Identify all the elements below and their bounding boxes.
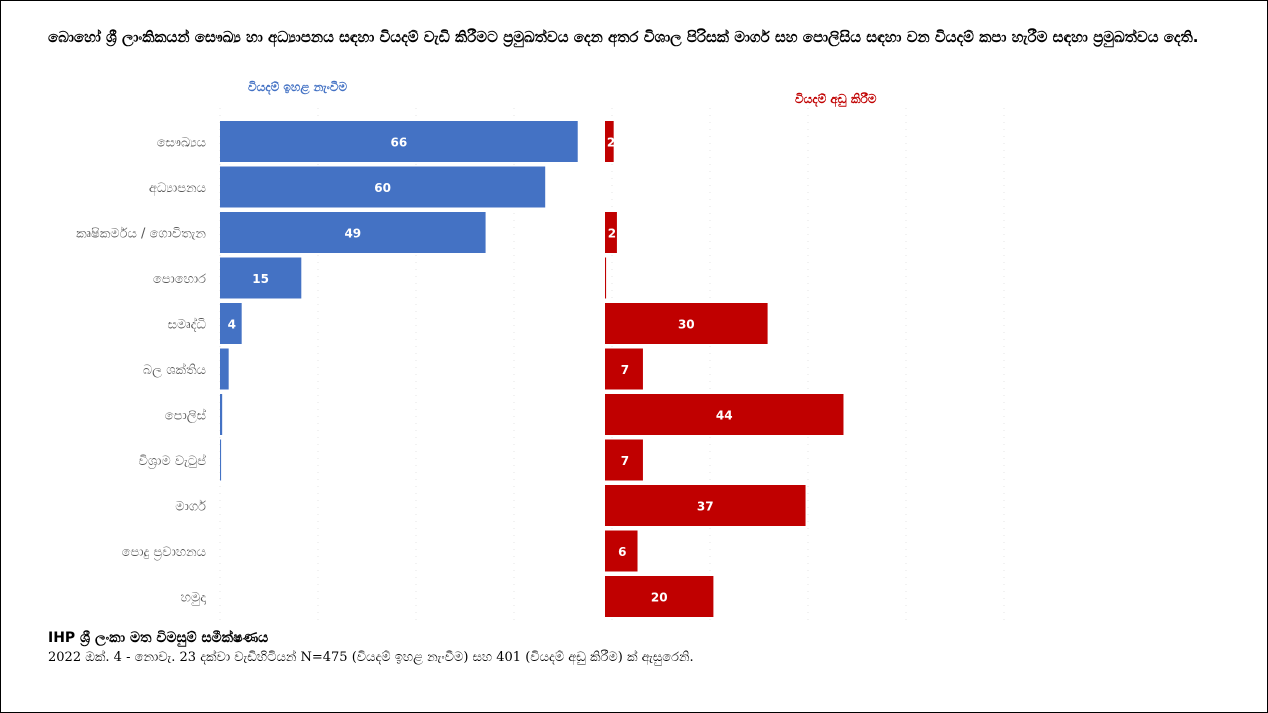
category-label: සෞඛ්‍යය — [157, 136, 206, 151]
legend-increase-spending: වියදම් ඉහළ නැංවීම — [248, 80, 348, 94]
increase-bar — [220, 303, 242, 344]
category-label: අධ්‍යාපනය — [149, 181, 206, 196]
decrease-bar — [605, 257, 607, 299]
decrease-bar — [605, 121, 614, 162]
category-label: සමෘද්ධි — [168, 316, 207, 332]
data-label: 20 — [651, 591, 668, 605]
decrease-bar — [605, 348, 643, 390]
data-label: 37 — [697, 500, 714, 514]
increase-bar — [220, 394, 223, 435]
chart-title: බොහෝ ශ්‍රී ලාංකිකයන් සෞඛ්‍ය හා අධ්‍යාපනය… — [48, 28, 1199, 46]
category-label: පොහොර — [153, 272, 206, 287]
data-label: 49 — [344, 227, 361, 241]
legend-decrease-spending: වියදම් අඩු කිරීම — [795, 92, 877, 106]
category-label: කෘෂිකර්මය / ගොවිතැන — [76, 226, 206, 242]
source-title: IHP ශ්‍රී ලංකා මත විමසුම් සමීක්ෂණය — [48, 630, 269, 646]
decrease-bar — [605, 530, 638, 572]
increase-bar — [220, 166, 546, 208]
decrease-bar — [605, 576, 714, 617]
data-label: 60 — [374, 181, 391, 195]
category-label: හමුදා — [181, 591, 207, 606]
data-label: 7 — [621, 363, 629, 377]
data-label: 6 — [618, 545, 626, 559]
source-note: 2022 ඔක්. 4 - නොවැ. 23 දක්වා වැඩිහිටියන්… — [48, 650, 694, 665]
data-label: 2 — [607, 136, 615, 150]
decrease-bar — [605, 303, 768, 344]
category-label: විශ්‍රාම වැටුප් — [138, 453, 206, 469]
data-label: 2 — [608, 227, 616, 241]
increase-bar — [220, 348, 229, 390]
category-label: බල ශක්තිය — [143, 362, 206, 378]
increase-bar — [220, 212, 486, 253]
increase-bar — [220, 439, 222, 481]
data-label: 30 — [678, 318, 695, 332]
category-label: පොදු ප්‍රවාහනය — [122, 545, 206, 560]
data-label: 66 — [391, 136, 408, 150]
data-label: 4 — [228, 318, 236, 332]
decrease-bar — [605, 485, 806, 526]
data-label: 15 — [252, 272, 269, 286]
category-label: මාර්ග — [175, 499, 206, 515]
decrease-bar — [605, 394, 844, 435]
data-label: 7 — [621, 454, 629, 468]
data-label: 44 — [716, 409, 733, 423]
increase-bar — [220, 257, 302, 299]
decrease-bar — [605, 212, 617, 253]
increase-bar — [220, 121, 578, 162]
category-label: පොලිස් — [165, 407, 206, 423]
decrease-bar — [605, 439, 643, 481]
